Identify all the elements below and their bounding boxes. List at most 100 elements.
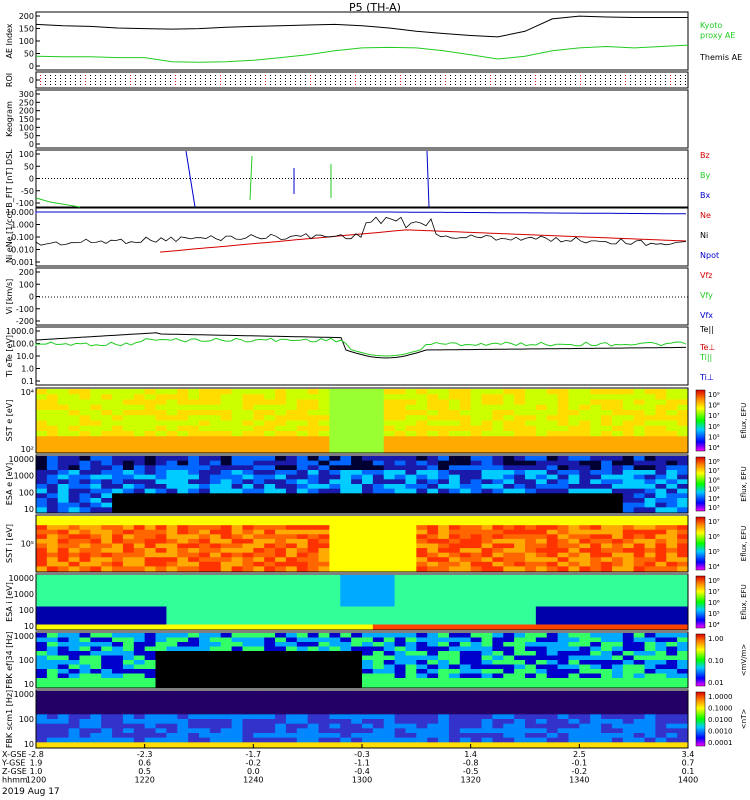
heatmap-cell-esa_i	[285, 602, 298, 607]
heatmap-cell-fbk_b	[112, 719, 124, 725]
heatmap-cell-esa_i	[557, 606, 569, 612]
heatmap-cell-sst_e	[209, 399, 222, 406]
heatmap-cell-sst_e	[101, 415, 113, 421]
heatmap-cell-esa_i	[275, 620, 287, 625]
heatmap-cell-esa_i	[199, 620, 211, 625]
roi-dot	[655, 81, 656, 82]
heatmap-cell-esa_i	[492, 615, 504, 621]
heatmap-cell-sst_e	[546, 410, 559, 416]
heatmap-cell-esa_e	[220, 502, 233, 508]
heatmap-cell-esa_i	[372, 593, 385, 598]
heatmap-cell-sst_e	[79, 431, 91, 437]
heatmap-cell-sst_e	[264, 389, 276, 395]
heatmap-cell-fbk_b	[253, 714, 265, 720]
heatmap-cell-esa_e	[68, 493, 80, 499]
heatmap-cell-fbk_e	[307, 646, 320, 652]
heatmap-cell-fbk_e	[144, 660, 157, 665]
heatmap-cell-sst_e	[535, 404, 548, 411]
heatmap-cell-esa_i	[57, 575, 70, 580]
heatmap-cell-fbk_e	[177, 633, 189, 638]
heatmap-cell-esa_i	[351, 575, 363, 580]
roi-dot	[545, 78, 546, 79]
heatmap-cell-fbk_b	[90, 695, 102, 701]
heatmap-cell-esa_i	[177, 624, 189, 630]
heatmap-cell-fbk_e	[655, 646, 667, 652]
heatmap-cell-esa_i	[133, 579, 146, 585]
heatmap-cell-sst_i	[285, 552, 298, 558]
heatmap-cell-fbk_e	[590, 660, 602, 665]
heatmap-cell-esa_e	[459, 460, 472, 466]
heatmap-cell-esa_i	[557, 624, 569, 630]
heatmap-cell-fbk_b	[133, 742, 146, 748]
colorbar-fbk_b	[695, 691, 706, 747]
heatmap-cell-sst_i	[36, 534, 48, 540]
heatmap-cell-fbk_b	[622, 719, 635, 725]
heatmap-cell-fbk_b	[362, 695, 374, 701]
heatmap-cell-esa_i	[264, 602, 276, 607]
heatmap-cell-fbk_e	[394, 669, 406, 674]
heatmap-cell-fbk_b	[68, 709, 80, 715]
heatmap-cell-esa_e	[209, 484, 222, 490]
roi-dot	[330, 78, 331, 79]
heatmap-cell-fbk_e	[535, 664, 548, 670]
heatmap-cell-esa_e	[546, 456, 559, 462]
heatmap-cell-esa_e	[405, 465, 417, 471]
heatmap-cell-esa_e	[481, 465, 493, 471]
heatmap-cell-esa_e	[394, 456, 406, 462]
roi-dot	[45, 75, 46, 76]
heatmap-cell-sst_i	[438, 557, 450, 563]
heatmap-cell-sst_i	[112, 566, 124, 572]
heatmap-cell-fbk_b	[133, 719, 146, 725]
roi-dot	[215, 78, 216, 79]
ylabel-esa_e: ESA e [eV]	[5, 463, 14, 505]
heatmap-cell-esa_e	[546, 484, 559, 490]
heatmap-cell-fbk_e	[633, 642, 646, 647]
heatmap-cell-sst_e	[405, 420, 417, 427]
heatmap-cell-fbk_b	[285, 733, 298, 739]
heatmap-cell-esa_e	[220, 488, 233, 494]
heatmap-cell-fbk_e	[438, 655, 450, 661]
roi-dot	[450, 75, 451, 76]
heatmap-cell-sst_e	[68, 399, 80, 406]
heatmap-cell-fbk_b	[177, 695, 189, 701]
roi-dot	[475, 84, 476, 85]
ylabel-ae: AE Index	[5, 23, 14, 58]
heatmap-cell-esa_e	[68, 488, 80, 494]
heatmap-cell-sst_e	[122, 394, 135, 400]
heatmap-cell-sst_i	[285, 516, 298, 522]
heatmap-cell-sst_e	[666, 431, 678, 437]
heatmap-cell-sst_i	[209, 516, 222, 522]
heatmap-cell-esa_i	[405, 597, 417, 603]
heatmap-cell-fbk_e	[166, 633, 178, 638]
heatmap-cell-fbk_b	[372, 719, 385, 725]
heatmap-cell-sst_e	[525, 420, 537, 427]
heatmap-cell-sst_i	[568, 566, 580, 572]
heatmap-cell-esa_e	[155, 465, 167, 471]
roi-dot	[70, 75, 71, 76]
heatmap-cell-fbk_b	[264, 695, 276, 701]
heatmap-cell-fbk_e	[481, 660, 493, 665]
roi-dot	[220, 84, 221, 85]
heatmap-cell-fbk_b	[329, 728, 341, 734]
heatmap-cell-esa_e	[362, 498, 374, 504]
heatmap-cell-esa_e	[329, 479, 341, 485]
heatmap-cell-sst_e	[329, 436, 341, 442]
heatmap-cell-sst_i	[622, 566, 635, 572]
heatmap-cell-fbk_b	[590, 705, 602, 711]
heatmap-cell-sst_e	[394, 399, 406, 406]
heatmap-cell-fbk_b	[492, 700, 504, 706]
heatmap-cell-fbk_e	[242, 646, 254, 652]
heatmap-cell-esa_i	[253, 584, 265, 589]
heatmap-cell-sst_i	[209, 538, 222, 544]
heatmap-cell-esa_e	[557, 488, 569, 494]
heatmap-cell-fbk_e	[579, 682, 591, 688]
heatmap-cell-esa_i	[492, 593, 504, 598]
heatmap-cell-sst_i	[405, 538, 417, 544]
heatmap-cell-esa_e	[579, 502, 591, 508]
roi-dot	[530, 75, 531, 76]
heatmap-cell-esa_e	[633, 502, 646, 508]
ytick-fbk_e: 100	[19, 656, 34, 665]
panel-frame-velocity	[35, 267, 689, 326]
heatmap-cell-esa_i	[427, 584, 439, 589]
heatmap-cell-sst_i	[611, 516, 624, 522]
